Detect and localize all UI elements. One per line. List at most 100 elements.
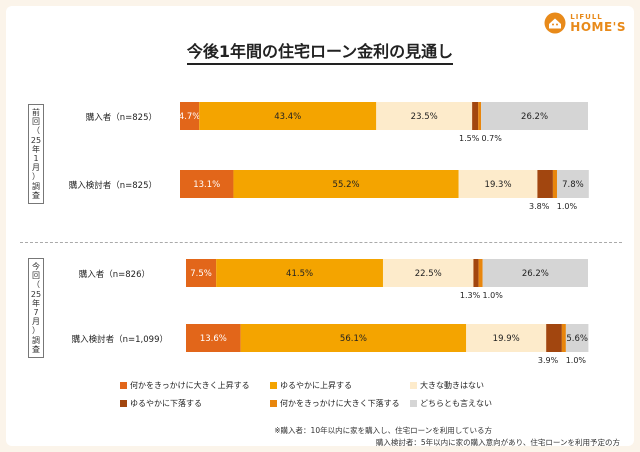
group-char: 25: [30, 135, 42, 145]
legend-item: 大きな動きはない: [410, 380, 484, 391]
legend-label: 大きな動きはない: [420, 381, 484, 390]
data-label: 1.3%: [460, 291, 481, 300]
group-char: 回: [32, 117, 40, 127]
legend-swatch: [270, 400, 277, 407]
data-label: 13.1%: [193, 180, 220, 190]
data-label: 1.0%: [557, 202, 578, 211]
data-label: 43.4%: [274, 112, 301, 122]
bar-segment: [376, 102, 473, 130]
group-char: 月: [32, 163, 40, 173]
bar-segment: [180, 170, 234, 198]
data-label: 5.6%: [566, 334, 588, 344]
group-label-previous: 前 回 （ 25 年 1 月 ） 調 査: [28, 104, 44, 204]
brand-main-text: HOME'S: [570, 19, 626, 34]
data-label: 19.9%: [493, 334, 520, 344]
legend-swatch: [270, 382, 277, 389]
bar-segment: [186, 259, 217, 287]
data-label: 23.5%: [411, 112, 438, 122]
legend-item: 何かをきっかけに大きく上昇する: [120, 380, 250, 391]
legend-label: どちらとも言えない: [420, 399, 492, 408]
legend-swatch: [120, 382, 127, 389]
data-label: 55.2%: [333, 180, 360, 190]
data-label: 41.5%: [286, 269, 313, 279]
bar-segment: [552, 170, 557, 198]
group-char: 月: [32, 317, 40, 327]
data-label: 26.2%: [521, 112, 548, 122]
group-char: 年: [32, 298, 40, 308]
group-char: ）: [32, 326, 40, 336]
bar-segment: [556, 170, 589, 198]
legend-item: ゆるやかに下落する: [120, 398, 202, 409]
bar-segment: [472, 102, 479, 130]
chart-card: [6, 6, 634, 446]
bar-segment: [565, 324, 589, 352]
group-char: 調: [32, 335, 40, 345]
group-char: ）: [32, 172, 40, 182]
legend-item: どちらとも言えない: [410, 398, 492, 409]
group-char: 7: [33, 307, 39, 317]
data-label: 4.7%: [179, 112, 201, 122]
group-char: 査: [32, 344, 40, 354]
data-label: 56.1%: [340, 334, 367, 344]
group-char: 1: [33, 153, 39, 163]
bar-segment: [216, 259, 383, 287]
row-label-current-buyer: 購入者（n=826）: [78, 270, 150, 280]
group-label-current: 今 回 （ 25 年 7 月 ） 調 査: [28, 258, 44, 358]
group-char: 年: [32, 144, 40, 154]
legend-swatch: [120, 400, 127, 407]
footnote-buyer: ※購入者：10年以内に家を購入し、住宅ローンを利用している方: [274, 426, 492, 435]
legend-item: ゆるやかに上昇する: [270, 380, 352, 391]
group-char: 調: [32, 181, 40, 191]
bar-segment: [481, 102, 588, 130]
data-label: 3.9%: [538, 356, 559, 365]
data-label: 1.0%: [483, 291, 504, 300]
group-char: 今: [32, 262, 40, 271]
legend-label: ゆるやかに下落する: [130, 399, 202, 408]
legend-swatch: [410, 382, 417, 389]
group-char: （: [32, 280, 40, 290]
group-char: 回: [32, 271, 40, 281]
bar-segment: [537, 170, 553, 198]
bar-segment: [482, 259, 588, 287]
bar-segment: [180, 102, 200, 130]
data-label: 0.7%: [482, 134, 503, 143]
group-char: 25: [30, 289, 42, 299]
legend-item: 何かをきっかけに大きく下落する: [270, 398, 400, 409]
data-label: 7.5%: [190, 269, 212, 279]
legend-label: ゆるやかに上昇する: [280, 381, 352, 390]
bar-segment: [458, 170, 538, 198]
bar-segment: [473, 259, 479, 287]
legend-swatch: [410, 400, 417, 407]
footnote-considering: 購入検討者：5年以内に家の購入意向があり、住宅ローンを利用予定の方: [375, 438, 620, 447]
data-label: 1.5%: [459, 134, 480, 143]
bar-segment: [478, 102, 482, 130]
bar-segment: [561, 324, 566, 352]
bar-segment: [478, 259, 483, 287]
data-label: 13.6%: [200, 334, 227, 344]
chart-title: 今後1年間の住宅ローン金利の見通し: [0, 38, 640, 65]
data-label: 7.8%: [562, 180, 584, 190]
data-label: 3.8%: [529, 202, 550, 211]
row-label-previous-considering: 購入検討者（n=825）: [68, 181, 157, 191]
bar-segment: [546, 324, 562, 352]
legend-label: 何かをきっかけに大きく下落する: [280, 399, 400, 408]
brand-top-text: LIFULL: [570, 12, 603, 21]
bar-segment: [186, 324, 241, 352]
data-label: 1.0%: [566, 356, 587, 365]
row-label-current-considering: 購入検討者（n=1,099）: [71, 335, 168, 345]
legend-label: 何かをきっかけに大きく上昇する: [130, 381, 250, 390]
bar-segment: [233, 170, 459, 198]
bar-segment: [199, 102, 377, 130]
bar-segment: [466, 324, 547, 352]
bar-segment: [240, 324, 467, 352]
group-char: （: [32, 126, 40, 136]
data-label: 26.2%: [522, 269, 549, 279]
chart-title-text: 今後1年間の住宅ローン金利の見通し: [186, 42, 454, 65]
group-separator: [20, 242, 622, 243]
bar-segment: [382, 259, 474, 287]
brand-logo: LIFULL HOME'S: [544, 10, 626, 36]
group-char: 前: [32, 108, 40, 117]
house-logo-icon: [544, 12, 566, 34]
row-label-previous-buyer: 購入者（n=825）: [85, 113, 157, 123]
